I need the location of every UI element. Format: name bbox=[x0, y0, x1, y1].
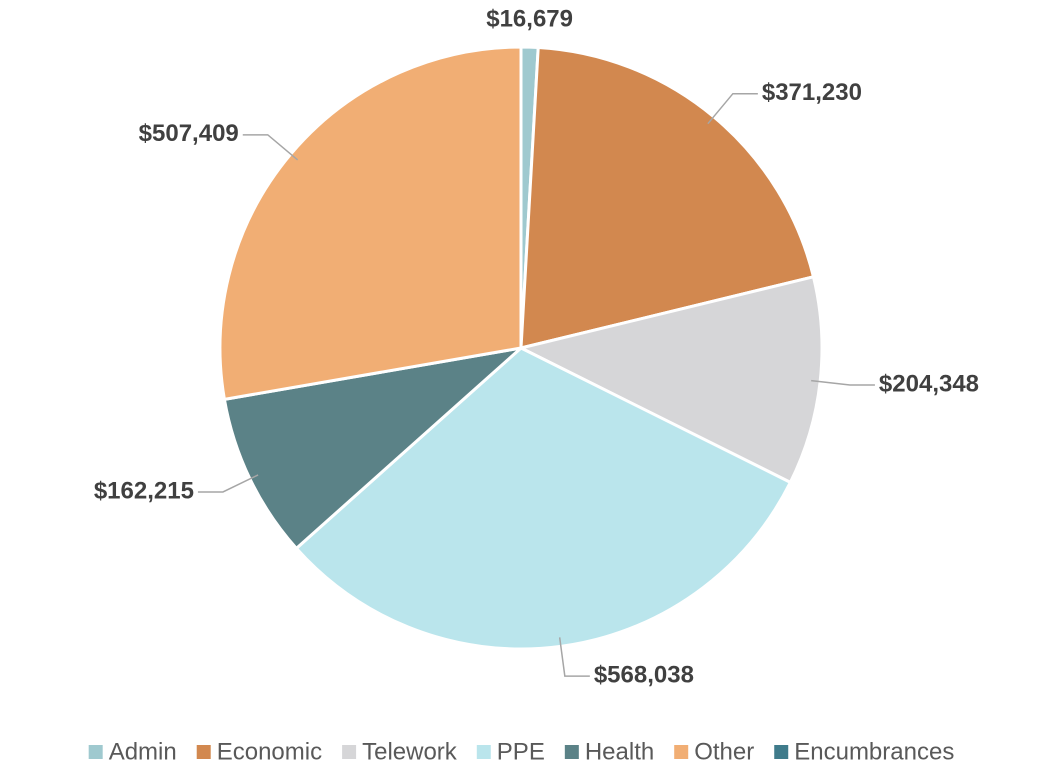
value-label: $568,038 bbox=[594, 661, 694, 688]
legend-label: Other bbox=[694, 738, 754, 765]
legend-label: Economic bbox=[217, 738, 322, 765]
legend-swatch bbox=[674, 745, 689, 759]
legend-label: PPE bbox=[497, 738, 545, 765]
value-label: $204,348 bbox=[879, 370, 979, 397]
value-label: $371,230 bbox=[762, 79, 862, 106]
legend-swatch bbox=[342, 745, 357, 759]
leader-line bbox=[242, 134, 299, 161]
value-label: $162,215 bbox=[94, 477, 194, 504]
value-label: $507,409 bbox=[139, 120, 239, 147]
leader-line bbox=[707, 92, 758, 125]
leader-line bbox=[558, 637, 590, 677]
pie-slice bbox=[218, 45, 523, 402]
legend-label: Admin bbox=[109, 738, 177, 765]
leader-line bbox=[811, 379, 875, 386]
legend-swatch bbox=[196, 745, 211, 759]
legend-swatch bbox=[476, 745, 491, 759]
legend-label: Encumbrances bbox=[794, 738, 954, 765]
legend-swatch bbox=[88, 745, 103, 759]
legend-swatch bbox=[774, 745, 789, 759]
legend-label: Telework bbox=[362, 738, 458, 765]
legend-swatch bbox=[564, 745, 579, 759]
leader-line bbox=[197, 474, 259, 493]
legend-label: Health bbox=[585, 738, 654, 765]
value-label: $16,679 bbox=[486, 5, 573, 32]
